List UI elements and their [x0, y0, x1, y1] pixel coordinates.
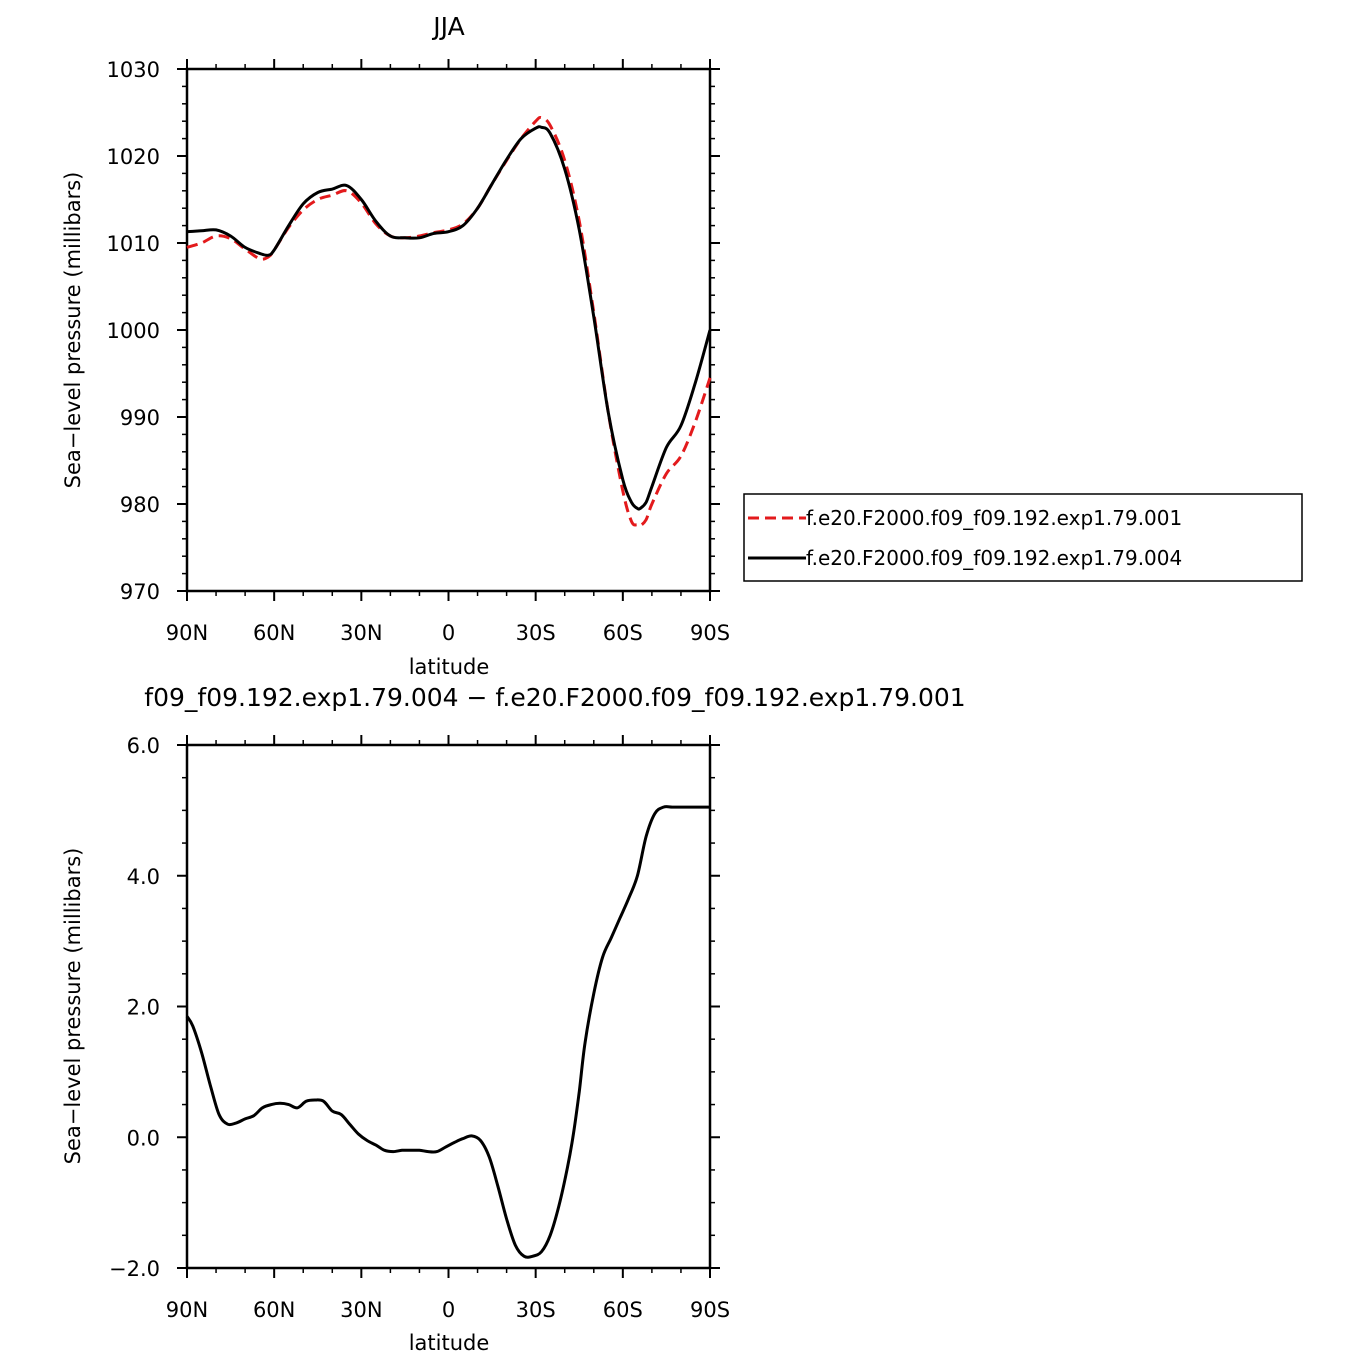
top-y-tick-labels: 970 980 990 1000 1010 1020 1030 [107, 58, 160, 604]
bottom-panel: f09_f09.192.exp1.79.004 − f.e20.F2000.f0… [61, 683, 966, 1355]
bottom-y-tick-label: 4.0 [127, 865, 160, 889]
top-y-axis-label: Sea−level pressure (millibars) [61, 172, 85, 489]
bottom-y-tick-label: 6.0 [127, 734, 160, 758]
bottom-y-tick-labels: −2.0 0.0 2.0 4.0 6.0 [109, 734, 160, 1281]
bottom-x-tick-label: 0 [442, 1298, 455, 1322]
top-x-tick-label: 60N [253, 621, 295, 645]
legend-box [743, 493, 1303, 582]
bottom-y-tick-label: −2.0 [109, 1257, 160, 1281]
bottom-x-tick-label: 30S [516, 1298, 556, 1322]
bottom-ticks [177, 735, 720, 1278]
top-x-tick-labels: 90N 60N 30N 0 30S 60S 90S [166, 621, 730, 645]
legend-label-exp004: f.e20.F2000.f09_f09.192.exp1.79.004 [806, 546, 1182, 570]
bottom-x-tick-label: 90S [690, 1298, 730, 1322]
top-series-line-1 [186, 125, 712, 511]
bottom-x-tick-label: 60N [253, 1298, 295, 1322]
top-y-tick-label: 1030 [107, 58, 160, 82]
bottom-y-tick-label: 0.0 [127, 1126, 160, 1150]
top-x-tick-label: 90N [166, 621, 208, 645]
top-x-tick-label: 30N [340, 621, 382, 645]
bottom-x-tick-label: 60S [603, 1298, 643, 1322]
bottom-y-tick-label: 2.0 [127, 996, 160, 1020]
top-panel: JJA 90N 60N 30N 0 30S 60S 90S 970 980 990 1000 101… [61, 12, 1303, 679]
bottom-series-line-0 [185, 805, 710, 1259]
top-series-line-0 [186, 115, 712, 528]
top-x-tick-label: 90S [690, 621, 730, 645]
top-series-group [186, 115, 712, 528]
bottom-y-axis-label: Sea−level pressure (millibars) [61, 848, 85, 1165]
bottom-chart-title: f09_f09.192.exp1.79.004 − f.e20.F2000.f0… [144, 683, 965, 712]
bottom-x-tick-labels: 90N 60N 30N 0 30S 60S 90S [166, 1298, 730, 1322]
top-ticks [177, 59, 720, 601]
bottom-x-tick-label: 30N [340, 1298, 382, 1322]
top-y-tick-label: 1010 [107, 232, 160, 256]
bottom-x-axis-label: latitude [409, 1331, 490, 1355]
top-y-tick-label: 970 [120, 580, 160, 604]
legend-label-exp001: f.e20.F2000.f09_f09.192.exp1.79.001 [806, 506, 1182, 530]
legend: f.e20.F2000.f09_f09.192.exp1.79.001 f.e2… [743, 493, 1303, 582]
top-x-axis-label: latitude [409, 655, 490, 679]
bottom-x-tick-label: 90N [166, 1298, 208, 1322]
top-y-tick-label: 990 [120, 406, 160, 430]
top-x-tick-label: 60S [603, 621, 643, 645]
bottom-plot-frame [185, 743, 712, 1270]
top-plot-frame [185, 67, 712, 593]
top-y-tick-label: 1020 [107, 145, 160, 169]
top-y-tick-label: 980 [120, 493, 160, 517]
top-y-tick-label: 1000 [107, 319, 160, 343]
top-x-tick-label: 30S [516, 621, 556, 645]
top-chart-title: JJA [431, 12, 464, 41]
top-x-tick-label: 0 [442, 621, 455, 645]
bottom-series-group [185, 805, 710, 1259]
